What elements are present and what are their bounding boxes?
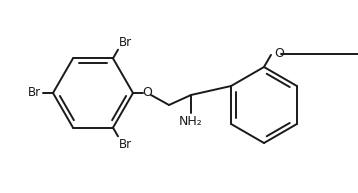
Text: NH₂: NH₂ <box>179 115 203 128</box>
Text: O: O <box>142 86 152 100</box>
Text: Br: Br <box>28 86 41 100</box>
Text: Br: Br <box>119 138 132 151</box>
Text: Br: Br <box>119 36 132 49</box>
Text: O: O <box>274 47 284 60</box>
